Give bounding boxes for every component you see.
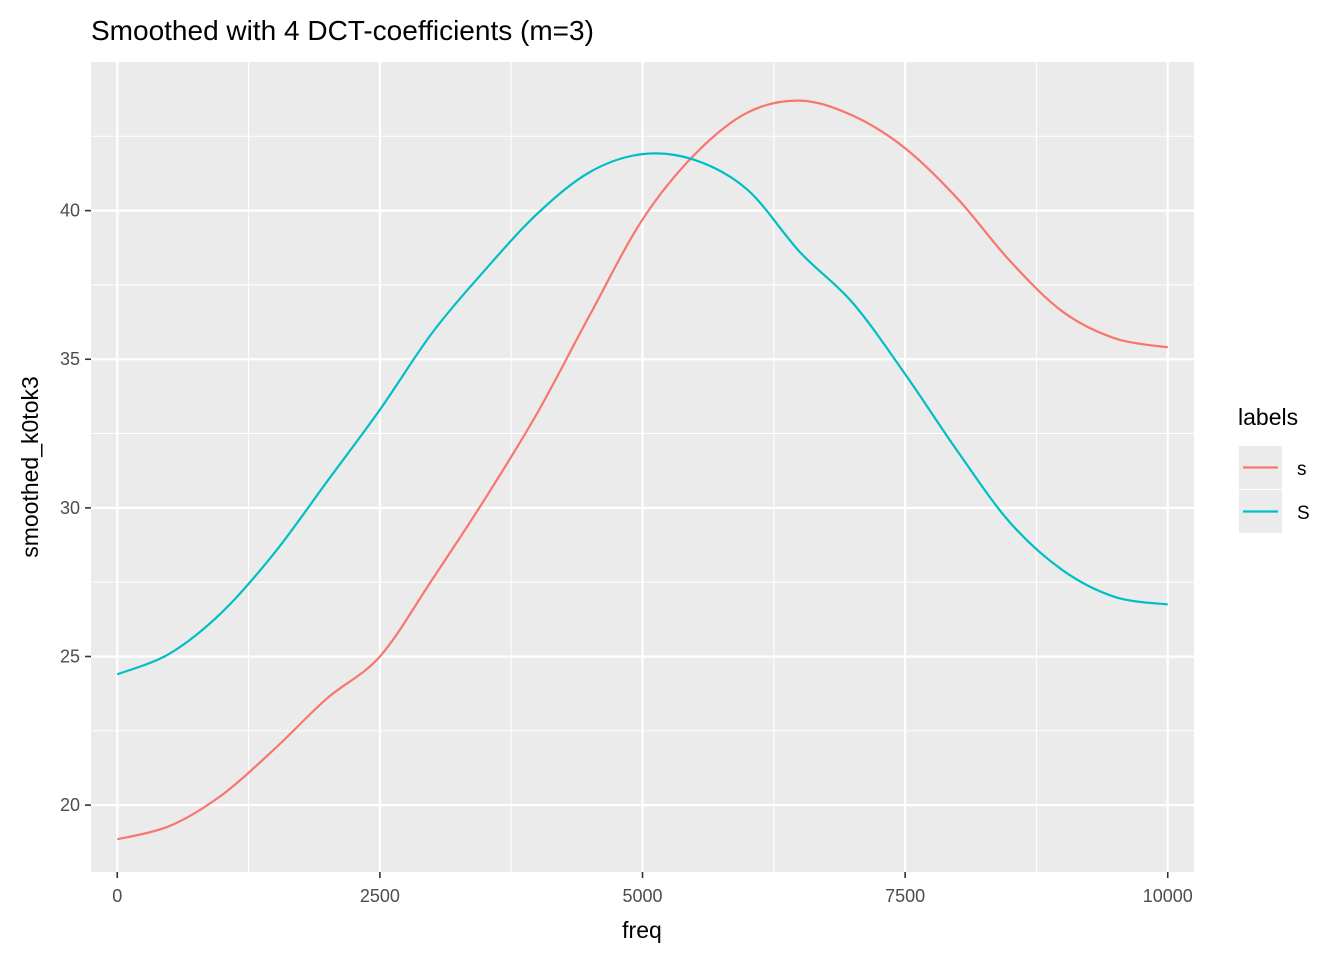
series-layer	[116, 99, 1168, 841]
y-tick-label: 25	[60, 646, 80, 666]
y-tick-label: 35	[60, 349, 80, 369]
chart-title: Smoothed with 4 DCT-coefficients (m=3)	[91, 15, 594, 46]
legend-title: labels	[1238, 404, 1298, 430]
legend-label: s	[1297, 459, 1307, 480]
major-gridlines	[91, 62, 1194, 872]
y-axis: 20 25 30 35 40	[60, 201, 91, 815]
series-line-1	[116, 99, 1168, 841]
x-tick-label: 0	[112, 886, 122, 906]
x-axis: 0 2500 5000 7500 10000	[112, 872, 1193, 906]
y-tick-label: 40	[60, 201, 80, 221]
x-tick-label: 5000	[622, 886, 662, 906]
x-axis-title: freq	[622, 917, 662, 943]
legend: labels s S	[1238, 404, 1310, 533]
y-tick-label: 20	[60, 795, 80, 815]
y-tick-label: 30	[60, 498, 80, 518]
y-axis-title: smoothed_k0tok3	[17, 376, 43, 558]
series-line-2	[116, 152, 1168, 676]
legend-label: S	[1297, 503, 1310, 524]
x-tick-label: 7500	[885, 886, 925, 906]
x-tick-label: 2500	[360, 886, 400, 906]
x-tick-label: 10000	[1143, 886, 1193, 906]
